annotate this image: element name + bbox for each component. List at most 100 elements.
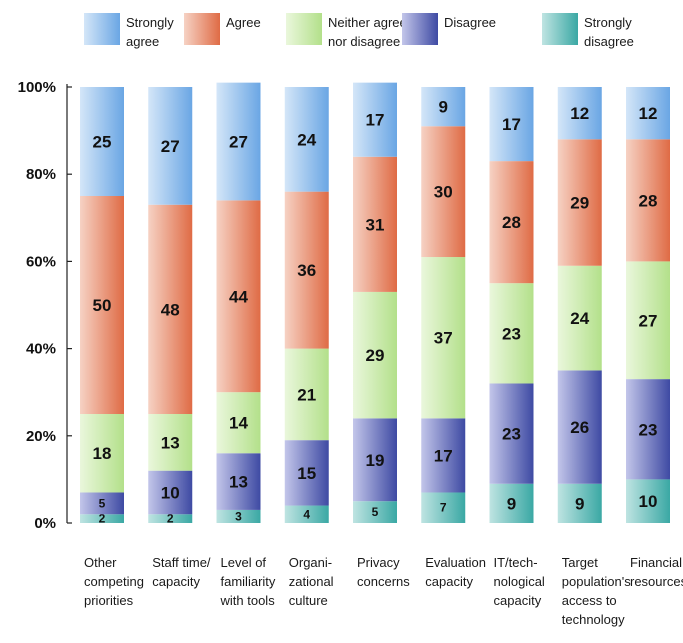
bar-segment-strongly-agree bbox=[148, 87, 193, 205]
data-label: 9 bbox=[507, 494, 516, 513]
bar-segment-neither bbox=[353, 291, 397, 419]
data-label: 48 bbox=[161, 300, 180, 319]
bar-stack: 4 15 21 36 24 bbox=[284, 87, 329, 523]
bar-stack: 5 19 29 31 17 bbox=[353, 82, 397, 523]
data-label: 31 bbox=[366, 215, 385, 234]
x-category-label: Level of familiarity with tools bbox=[220, 555, 276, 608]
bar-segment-disagree bbox=[489, 383, 534, 484]
x-category-label: Privacy concerns bbox=[357, 555, 410, 589]
bar-segment-neither bbox=[80, 414, 124, 493]
x-category-label: Other competing priorities bbox=[84, 555, 144, 608]
bar-segment-disagree bbox=[216, 453, 261, 510]
legend-swatch bbox=[84, 13, 120, 45]
data-label: 28 bbox=[639, 191, 658, 210]
bar-segment-agree bbox=[489, 161, 534, 284]
data-label: 9 bbox=[575, 494, 584, 513]
bar-segment-disagree bbox=[80, 492, 124, 515]
bar-stack: 7 17 37 30 9 bbox=[421, 87, 466, 523]
bar-segment-strongly-disagree bbox=[421, 492, 466, 523]
legend-item-disagree: Disagree bbox=[402, 13, 496, 45]
data-label: 15 bbox=[297, 464, 316, 483]
data-label: 24 bbox=[570, 309, 589, 328]
y-tick-label: 40% bbox=[26, 341, 56, 358]
data-label: 9 bbox=[439, 98, 448, 117]
bar-stack: 2 10 13 48 27 bbox=[148, 87, 193, 526]
data-label: 14 bbox=[229, 414, 248, 433]
data-label: 18 bbox=[93, 444, 112, 463]
bar-segment-strongly-agree bbox=[626, 87, 670, 140]
data-label: 17 bbox=[502, 115, 521, 134]
bar-stack: 10 23 27 28 12 bbox=[626, 87, 670, 523]
legend-label: Strongly agree bbox=[126, 15, 174, 49]
legend-swatch bbox=[286, 13, 322, 45]
bar-segment-neither bbox=[626, 261, 670, 380]
bar-segment-agree bbox=[421, 126, 466, 258]
y-axis: 0% 20% 40% 60% 80% 100% bbox=[18, 79, 72, 532]
data-label: 17 bbox=[434, 446, 453, 465]
bar-segment-agree bbox=[284, 191, 329, 349]
bar-segment-neither bbox=[216, 392, 261, 454]
x-category-label: IT/tech-nological capacity bbox=[494, 555, 545, 608]
data-label: 3 bbox=[235, 509, 242, 523]
bar-segment-agree bbox=[80, 196, 124, 414]
data-label: 17 bbox=[366, 111, 385, 130]
bar-segment-disagree bbox=[421, 418, 466, 493]
x-category-label: Target population's access to technology bbox=[562, 555, 631, 627]
bar-segment-strongly-agree bbox=[421, 87, 466, 127]
bar-segment-agree bbox=[626, 139, 670, 262]
data-label: 28 bbox=[502, 213, 521, 232]
data-label: 36 bbox=[297, 261, 316, 280]
y-tick-label: 100% bbox=[18, 79, 56, 96]
x-category-label: Evaluation capacity bbox=[425, 555, 486, 589]
data-label: 21 bbox=[297, 385, 316, 404]
bar-segment-agree bbox=[557, 139, 602, 266]
bar-segment-disagree bbox=[353, 418, 397, 502]
bar-segment-strongly-agree bbox=[216, 82, 261, 201]
legend-swatch bbox=[542, 13, 578, 45]
data-label: 23 bbox=[639, 420, 658, 439]
data-label: 29 bbox=[366, 346, 385, 365]
bar-segment-disagree bbox=[284, 440, 329, 506]
bars-group: 2518502521013482731314442741521362451929… bbox=[80, 82, 670, 526]
bar-segment-disagree bbox=[557, 370, 602, 484]
bar-segment-strongly-disagree bbox=[216, 509, 261, 523]
bar-segment-neither bbox=[489, 283, 534, 384]
bar-segment-neither bbox=[284, 348, 329, 441]
data-label: 13 bbox=[161, 433, 180, 452]
legend-label: Disagree bbox=[444, 15, 496, 30]
data-label: 4 bbox=[303, 507, 310, 521]
x-category-label: Organi-zational culture bbox=[289, 555, 334, 608]
x-category-label: Staff time/capacity bbox=[152, 555, 211, 589]
bar-segment-agree bbox=[353, 156, 397, 292]
data-label: 10 bbox=[161, 483, 180, 502]
data-label: 29 bbox=[570, 194, 589, 213]
data-label: 23 bbox=[502, 425, 521, 444]
chart-legend: Strongly agree Agree Neither agree nor disag… bbox=[84, 13, 634, 49]
bar-segment-strongly-agree bbox=[284, 87, 329, 192]
legend-swatch bbox=[184, 13, 220, 45]
bar-stack: 9 26 24 29 12 bbox=[557, 87, 602, 523]
bar-segment-neither bbox=[557, 265, 602, 371]
data-label: 44 bbox=[229, 287, 248, 306]
bar-segment-strongly-agree bbox=[353, 82, 397, 157]
data-label: 5 bbox=[372, 505, 379, 519]
bar-stack: 9 23 23 28 17 bbox=[489, 87, 534, 523]
legend-label: Neither agree nor disagree bbox=[328, 15, 407, 49]
data-label: 12 bbox=[570, 104, 589, 123]
data-label: 24 bbox=[297, 130, 316, 149]
legend-label: Agree bbox=[226, 15, 261, 30]
bar-segment-agree bbox=[148, 204, 193, 414]
legend-item-neither: Neither agree nor disagree bbox=[286, 13, 407, 49]
data-label: 30 bbox=[434, 183, 453, 202]
data-label: 26 bbox=[570, 418, 589, 437]
data-label: 5 bbox=[99, 496, 106, 510]
data-label: 10 bbox=[639, 492, 658, 511]
legend-swatch bbox=[402, 13, 438, 45]
data-label: 25 bbox=[93, 133, 112, 152]
data-label: 50 bbox=[93, 296, 112, 315]
bar-segment-neither bbox=[148, 414, 193, 471]
legend-label: Strongly disagree bbox=[584, 15, 634, 49]
data-label: 23 bbox=[502, 324, 521, 343]
